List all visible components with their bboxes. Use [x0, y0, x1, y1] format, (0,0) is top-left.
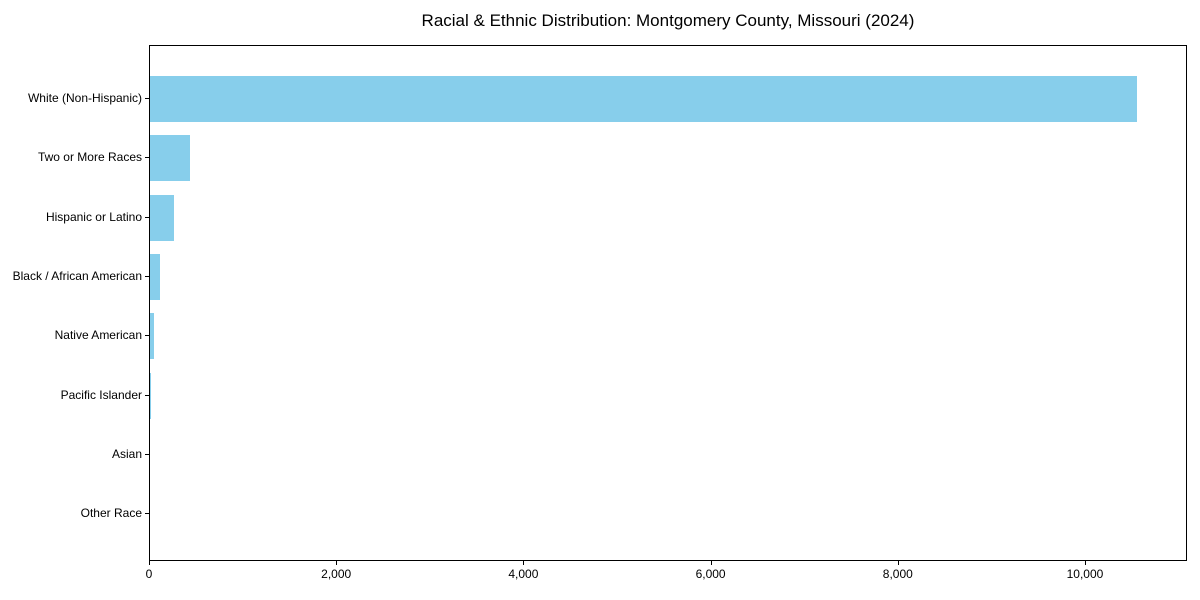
y-tick-label: Other Race [80, 506, 142, 521]
y-tick-mark [145, 276, 149, 278]
x-tick-mark [523, 561, 525, 565]
y-tick-label: Black / African American [12, 269, 142, 284]
y-tick-mark [145, 216, 149, 218]
y-tick-mark [145, 394, 149, 396]
y-tick-label: Native American [54, 328, 142, 343]
y-tick-label: White (Non-Hispanic) [27, 91, 142, 105]
y-tick-mark [145, 454, 149, 456]
bar [150, 313, 155, 360]
x-tick-mark [710, 561, 712, 565]
y-tick-label: Pacific Islander [60, 387, 142, 402]
x-tick-mark [1084, 561, 1086, 565]
x-tick-mark [897, 561, 899, 565]
x-tick-label: 10,000 [1066, 567, 1104, 581]
x-tick-label: 4,000 [508, 567, 539, 581]
bar [150, 194, 175, 241]
y-tick-mark [145, 157, 149, 159]
x-tick-label: 6,000 [695, 567, 726, 581]
x-tick-label: 0 [145, 567, 153, 581]
plot-area [149, 45, 1187, 561]
x-tick-label: 2,000 [321, 567, 352, 581]
x-tick-mark [149, 561, 150, 565]
y-tick-label: Two or More Races [37, 150, 142, 165]
y-tick-mark [145, 335, 149, 337]
y-tick-label: Asian [111, 447, 142, 462]
bar [150, 135, 191, 182]
x-tick-mark [336, 561, 338, 565]
y-tick-label: Hispanic or Latino [45, 209, 142, 224]
x-tick-label: 8,000 [882, 567, 913, 581]
y-tick-mark [145, 513, 149, 515]
chart-title: Racial & Ethnic Distribution: Montgomery… [421, 11, 915, 30]
bar [150, 372, 151, 419]
bar [150, 76, 1137, 122]
y-tick-mark [145, 98, 149, 99]
bar [150, 254, 160, 301]
